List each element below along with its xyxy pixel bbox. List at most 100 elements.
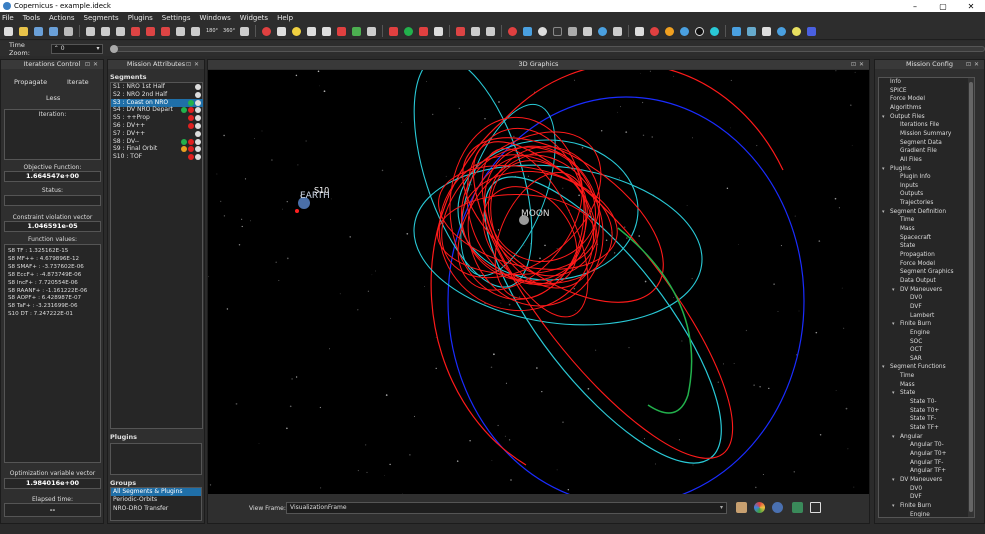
plugins-list[interactable] [110, 443, 202, 475]
tree-item[interactable]: Algorithms [890, 104, 922, 111]
document-icon[interactable] [277, 26, 287, 36]
3d-viewport[interactable]: EARTH S10 MOON [208, 70, 869, 494]
segment-status-icon[interactable] [195, 84, 201, 90]
export-icon[interactable] [367, 26, 377, 36]
tree-item[interactable]: Finite Burn [900, 502, 932, 509]
view-bottom-icon[interactable] [101, 26, 110, 36]
view-back-icon[interactable] [131, 26, 140, 36]
save-icon[interactable] [34, 26, 43, 36]
segment-row[interactable]: S7 : DV++ [111, 130, 203, 138]
tree-item[interactable]: State TF+ [910, 425, 939, 431]
tree-item[interactable]: Angular T0- [910, 442, 944, 449]
orbit-icon[interactable] [710, 26, 720, 36]
segment-status-icon[interactable] [195, 130, 201, 137]
screenshot-icon[interactable] [792, 502, 803, 513]
segment-row[interactable]: S5 : ++Prop [111, 114, 203, 122]
segment-row[interactable]: S4 : DV NRO Depart [111, 106, 203, 114]
moon-icon[interactable] [695, 26, 705, 36]
menu-windows[interactable]: Windows [199, 13, 231, 22]
segment-row[interactable]: S9 : Final Orbit [111, 145, 203, 153]
segment-status-icon[interactable] [195, 123, 201, 129]
snowflake-icon[interactable] [680, 26, 690, 36]
segments-list[interactable] [110, 82, 203, 429]
expand-arrow-icon[interactable]: ▾ [892, 476, 895, 483]
tree-item[interactable]: OCT [910, 347, 923, 354]
menu-settings[interactable]: Settings [161, 13, 191, 22]
sun-icon[interactable] [292, 26, 302, 36]
segment-row[interactable]: S3 : Coast on NRO [111, 98, 203, 107]
segment-row[interactable]: S2 : NRO 2nd Half [111, 91, 203, 99]
segment-status-icon[interactable] [188, 146, 194, 153]
segment-status-icon[interactable] [181, 138, 187, 145]
tree-item[interactable]: Iterations File [900, 122, 940, 129]
minus-icon[interactable] [807, 26, 817, 36]
tree-item[interactable]: Angular T0+ [910, 450, 947, 457]
tree-item[interactable]: Time [900, 373, 915, 380]
tree-scrollbar-thumb[interactable] [969, 82, 973, 512]
tree-item[interactable]: Engine [910, 511, 930, 518]
tree-item[interactable]: Inputs [900, 182, 919, 189]
tree-item[interactable]: SOC [910, 338, 923, 345]
image-icon[interactable] [747, 26, 757, 36]
fit-icon[interactable] [762, 26, 772, 36]
tree-item[interactable]: Segment Data [900, 139, 942, 146]
tree-item[interactable]: Trajectories [900, 200, 934, 207]
segment-status-icon[interactable] [188, 138, 194, 145]
flag-icon[interactable] [337, 26, 347, 36]
minimize-button[interactable]: – [913, 1, 917, 11]
group-periodic-orbits[interactable]: Periodic-Orbits [113, 496, 158, 503]
menu-plugins[interactable]: Plugins [127, 13, 153, 22]
settings-doc-icon[interactable] [434, 26, 444, 36]
panel-float-close-icon[interactable]: ⊡✕ [185, 61, 202, 68]
page-icon[interactable] [307, 26, 317, 36]
segment-row[interactable]: S10 : TOF [111, 153, 203, 161]
menu-tools[interactable]: Tools [22, 13, 40, 22]
segment-status-icon[interactable] [195, 107, 201, 114]
less-button[interactable]: Less [46, 94, 61, 102]
stop-icon[interactable] [508, 26, 518, 36]
home-icon[interactable] [736, 502, 747, 513]
expand-arrow-icon[interactable]: ▾ [882, 113, 885, 120]
time-slider-handle[interactable] [109, 44, 118, 53]
tree-item[interactable]: State T0- [910, 399, 937, 406]
tree-item[interactable]: Output Files [890, 113, 925, 120]
tree-item[interactable]: Force Model [900, 260, 935, 267]
tree-item[interactable]: Plugins [890, 165, 911, 172]
group-all-segments[interactable]: All Segments & Plugins [111, 488, 201, 496]
tree-item[interactable]: Finite Burn [900, 321, 932, 328]
segment-status-icon[interactable] [195, 138, 201, 145]
check-icon[interactable] [404, 26, 414, 36]
segment-status-icon[interactable] [181, 107, 187, 114]
tree-item[interactable]: Gradient File [900, 148, 937, 155]
menu-actions[interactable]: Actions [48, 13, 75, 22]
expand-arrow-icon[interactable]: ▾ [892, 433, 895, 440]
segment-status-icon[interactable] [195, 146, 201, 153]
tree-item[interactable]: Force Model [890, 96, 925, 103]
globe-icon[interactable] [772, 502, 783, 513]
tree-item[interactable]: Engine [910, 329, 930, 336]
tree-item[interactable]: SAR [910, 355, 922, 362]
globe2-icon[interactable] [777, 26, 787, 36]
segment-status-icon[interactable] [188, 123, 194, 129]
table-icon[interactable] [635, 26, 645, 36]
expand-arrow-icon[interactable]: ▾ [892, 286, 895, 293]
segment-status-icon[interactable] [195, 115, 201, 122]
panel-float-close-icon[interactable]: ⊡✕ [84, 61, 101, 68]
tree-item[interactable]: Spacecraft [900, 234, 931, 241]
segment-status-icon[interactable] [188, 115, 194, 122]
segment-row[interactable]: S6 : DV++ [111, 122, 203, 130]
propagate-button[interactable]: Propagate [14, 78, 48, 86]
maximize-button[interactable]: ▢ [939, 1, 947, 11]
time-slider[interactable] [109, 44, 985, 53]
expand-arrow-icon[interactable]: ▾ [892, 390, 895, 397]
rotate-180-button[interactable]: 180° [206, 28, 219, 34]
save-as-icon[interactable] [49, 26, 58, 36]
tree-item[interactable]: State T0+ [910, 407, 940, 414]
tree-item[interactable]: DV Maneuvers [900, 286, 943, 293]
view-left-icon[interactable] [146, 26, 155, 36]
menu-widgets[interactable]: Widgets [239, 13, 269, 22]
tree-item[interactable]: Angular TF- [910, 459, 944, 466]
tree-item[interactable]: DVF [910, 303, 922, 310]
tree-item[interactable]: Segment Graphics [900, 269, 954, 276]
burn-icon[interactable] [419, 26, 429, 36]
